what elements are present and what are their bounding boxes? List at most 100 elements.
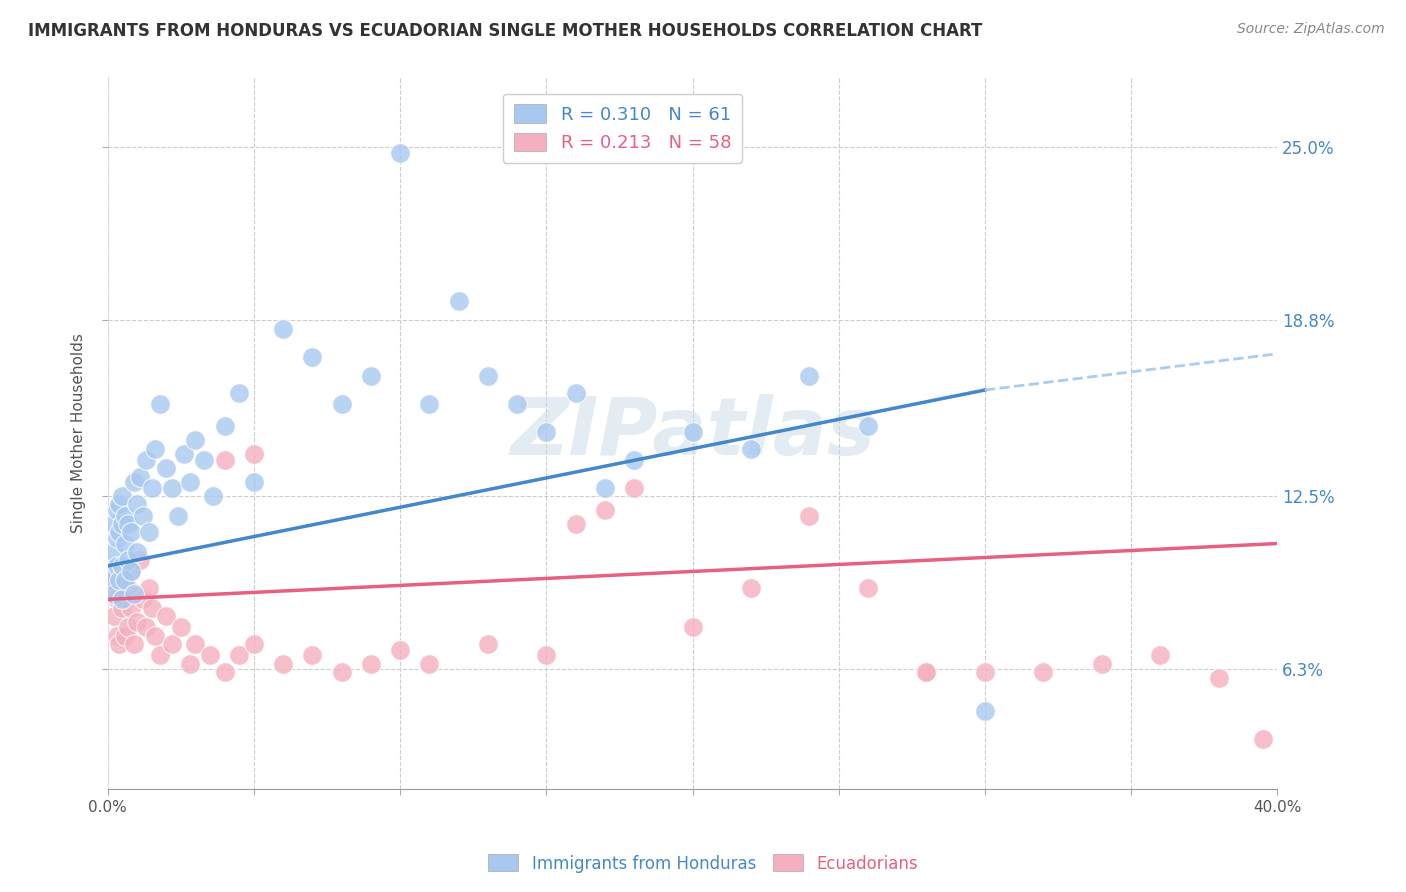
- Legend: R = 0.310   N = 61, R = 0.213   N = 58: R = 0.310 N = 61, R = 0.213 N = 58: [503, 94, 742, 163]
- Point: [271, 657, 294, 671]
- Point: [506, 397, 529, 411]
- Point: [103, 545, 125, 559]
- Point: [122, 475, 145, 490]
- Point: [141, 481, 163, 495]
- Point: [389, 145, 412, 160]
- Point: [799, 508, 821, 523]
- Point: [682, 620, 704, 634]
- Point: [228, 385, 250, 400]
- Point: [132, 592, 155, 607]
- Point: [160, 481, 183, 495]
- Point: [100, 587, 122, 601]
- Point: [105, 592, 128, 607]
- Point: [167, 508, 190, 523]
- Point: [214, 452, 236, 467]
- Point: [160, 637, 183, 651]
- Point: [122, 637, 145, 651]
- Point: [593, 481, 616, 495]
- Point: [138, 525, 160, 540]
- Point: [173, 447, 195, 461]
- Point: [193, 452, 215, 467]
- Point: [103, 516, 125, 531]
- Point: [108, 581, 131, 595]
- Point: [301, 648, 323, 663]
- Point: [141, 600, 163, 615]
- Point: [105, 558, 128, 573]
- Point: [111, 592, 134, 607]
- Point: [111, 600, 134, 615]
- Point: [477, 369, 499, 384]
- Legend: Immigrants from Honduras, Ecuadorians: Immigrants from Honduras, Ecuadorians: [482, 847, 924, 880]
- Point: [271, 321, 294, 335]
- Point: [111, 573, 134, 587]
- Point: [1091, 657, 1114, 671]
- Point: [243, 447, 266, 461]
- Point: [360, 657, 382, 671]
- Point: [117, 620, 139, 634]
- Point: [117, 581, 139, 595]
- Point: [135, 452, 157, 467]
- Point: [120, 565, 142, 579]
- Point: [856, 419, 879, 434]
- Point: [228, 648, 250, 663]
- Point: [117, 516, 139, 531]
- Point: [125, 545, 148, 559]
- Point: [114, 573, 136, 587]
- Point: [243, 475, 266, 490]
- Point: [740, 442, 762, 456]
- Point: [418, 397, 440, 411]
- Point: [915, 665, 938, 679]
- Point: [564, 516, 586, 531]
- Point: [111, 558, 134, 573]
- Point: [856, 581, 879, 595]
- Point: [179, 657, 201, 671]
- Point: [214, 419, 236, 434]
- Point: [114, 592, 136, 607]
- Point: [132, 508, 155, 523]
- Point: [125, 498, 148, 512]
- Point: [973, 704, 995, 718]
- Point: [536, 648, 558, 663]
- Point: [120, 600, 142, 615]
- Point: [623, 481, 645, 495]
- Text: ZIPatlas: ZIPatlas: [510, 394, 875, 472]
- Point: [149, 648, 172, 663]
- Point: [143, 442, 166, 456]
- Point: [170, 620, 193, 634]
- Text: Source: ZipAtlas.com: Source: ZipAtlas.com: [1237, 22, 1385, 37]
- Point: [593, 503, 616, 517]
- Point: [129, 553, 152, 567]
- Point: [155, 461, 177, 475]
- Point: [447, 293, 470, 308]
- Point: [111, 516, 134, 531]
- Point: [129, 469, 152, 483]
- Point: [1032, 665, 1054, 679]
- Point: [149, 397, 172, 411]
- Point: [108, 573, 131, 587]
- Point: [1251, 731, 1274, 746]
- Point: [114, 629, 136, 643]
- Point: [536, 425, 558, 439]
- Point: [202, 489, 225, 503]
- Point: [108, 498, 131, 512]
- Point: [100, 573, 122, 587]
- Point: [330, 665, 353, 679]
- Point: [1149, 648, 1171, 663]
- Point: [301, 350, 323, 364]
- Point: [214, 665, 236, 679]
- Point: [740, 581, 762, 595]
- Point: [184, 637, 207, 651]
- Point: [138, 581, 160, 595]
- Point: [120, 525, 142, 540]
- Point: [1208, 671, 1230, 685]
- Point: [799, 369, 821, 384]
- Point: [973, 665, 995, 679]
- Text: IMMIGRANTS FROM HONDURAS VS ECUADORIAN SINGLE MOTHER HOUSEHOLDS CORRELATION CHAR: IMMIGRANTS FROM HONDURAS VS ECUADORIAN S…: [28, 22, 983, 40]
- Y-axis label: Single Mother Households: Single Mother Households: [72, 334, 86, 533]
- Point: [179, 475, 201, 490]
- Point: [564, 385, 586, 400]
- Point: [330, 397, 353, 411]
- Point: [418, 657, 440, 671]
- Point: [915, 665, 938, 679]
- Point: [103, 573, 125, 587]
